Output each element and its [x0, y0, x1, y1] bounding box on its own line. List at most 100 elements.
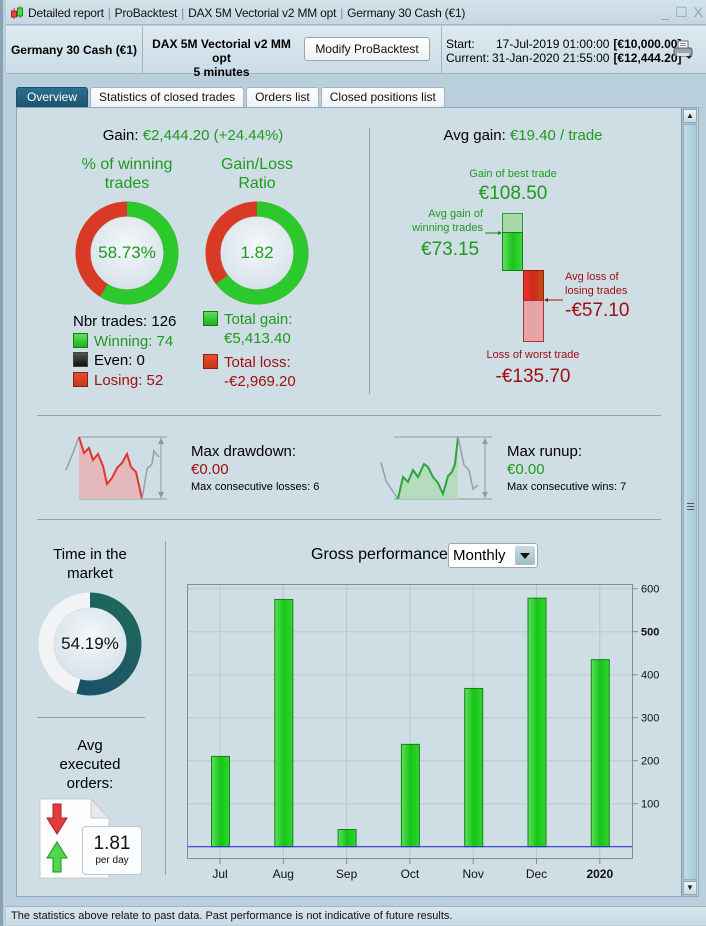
avg-orders-title-line: orders: [66, 775, 114, 792]
y-tick-label: 300 [641, 713, 659, 725]
even-count: Even: 0 [94, 352, 145, 369]
chevron-down-icon[interactable] [515, 546, 535, 565]
avg-loss-bar [523, 270, 544, 301]
avg-orders-title-line: executed [59, 756, 121, 773]
tab-statistics-closed-trades[interactable]: Statistics of closed trades [90, 87, 245, 107]
grip-icon [687, 503, 694, 510]
scroll-down-arrow[interactable]: ▼ [683, 881, 697, 895]
period-dropdown-value: Monthly [453, 547, 506, 564]
gross-performance-label: Gross performance [311, 546, 448, 563]
instrument-name: Germany 30 Cash (€1) [6, 26, 143, 74]
avg-gain-summary: Avg gain: €19.40 / trade [373, 127, 673, 144]
avg-loss-label-line: Avg loss of [565, 271, 619, 283]
start-date: 17-Jul-2019 01:00:00 [496, 37, 610, 51]
max-drawdown-label: Max drawdown: [191, 443, 297, 460]
trade-range-bars [485, 213, 563, 342]
maximize-button[interactable]: ☐ [675, 4, 688, 20]
time-in-market-title: Time in the market [37, 545, 143, 583]
chart-bar-nov [464, 687, 484, 848]
tab-orders-list[interactable]: Orders list [246, 87, 319, 107]
losing-legend-swatch [73, 371, 88, 387]
x-tick-label: Aug [273, 867, 294, 881]
chart-bar-sep [337, 829, 357, 848]
max-runup: Max runup: €0.00 Max consecutive wins: 7 [507, 443, 626, 495]
scroll-up-arrow[interactable]: ▲ [683, 109, 697, 123]
section-divider [165, 541, 166, 875]
close-button[interactable]: X [693, 4, 703, 20]
modify-probacktest-button[interactable]: Modify ProBacktest [304, 37, 430, 61]
max-runup-label: Max runup: [507, 443, 583, 460]
x-tick-label: Dec [526, 867, 547, 881]
time-in-market-title-line: market [67, 565, 113, 582]
breadcrumb-item: Germany 30 Cash (€1) [347, 6, 466, 20]
total-gain-value: €5,413.40 [224, 330, 291, 347]
period-dropdown[interactable]: Monthly [448, 543, 538, 568]
best-trade-label: Gain of best trade [469, 168, 557, 180]
section-divider [37, 415, 661, 416]
x-tick-label: Nov [463, 867, 484, 881]
total-gain-label: Total gain: [224, 311, 293, 328]
gain-arc [205, 201, 309, 305]
gain-loss-ratio-donut [205, 201, 309, 305]
max-drawdown-value: €0.00 [191, 461, 229, 478]
scrollbar-thumb[interactable] [683, 124, 697, 880]
x-tick-label: Oct [401, 867, 420, 881]
avg-win-label-line: winning trades [412, 222, 483, 234]
vertical-scrollbar[interactable]: ▲ ▼ [681, 108, 697, 896]
max-consecutive-wins: Max consecutive wins: 7 [507, 481, 627, 493]
y-tick-label: 500 [641, 627, 659, 639]
backtest-header: Germany 30 Cash (€1) DAX 5M Vectorial v2… [6, 26, 706, 79]
tab-closed-positions-list[interactable]: Closed positions list [320, 87, 445, 107]
avg-win-label-line: Avg gain of [428, 208, 483, 220]
avg-orders-title-line: Avg [77, 737, 103, 754]
section-divider [37, 717, 145, 718]
orders-per-day-box: 1.81 per day [82, 826, 142, 875]
gross-performance-chart: 100 200 300 400 500 600 Jul Aug Sep Oct Nov Dec 2020 [187, 584, 659, 881]
chart-bar-dec [527, 597, 547, 848]
title-bar: Detailed report | ProBacktest | DAX 5M Vecto… [6, 0, 706, 25]
breadcrumb-item: ProBacktest [114, 6, 178, 20]
worst-trade-label: Loss of worst trade [486, 349, 580, 361]
minimize-button[interactable]: _ [661, 4, 670, 20]
avg-win-value: €73.15 [421, 239, 480, 260]
print-icon[interactable] [672, 40, 694, 60]
candlestick-app-icon [11, 6, 23, 19]
worst-trade-bar [523, 300, 544, 342]
avg-loss-value: -€57.10 [565, 300, 630, 321]
max-drawdown: Max drawdown: €0.00 Max consecutive loss… [191, 443, 319, 495]
tab-overview[interactable]: Overview [16, 87, 89, 107]
avg-loss-label: Avg loss of losing trades [565, 270, 627, 298]
time-in-market-title-line: Time in the [53, 546, 127, 563]
disclaimer-text: The statistics above relate to past data… [11, 910, 453, 922]
gain-loss-legend: Total gain: €5,413.40 Total loss: -€2,96… [203, 310, 296, 391]
time-in-market-donut [38, 592, 142, 696]
report-tabs: Overview Statistics of closed trades Ord… [16, 87, 445, 107]
best-trade-bar [502, 213, 523, 233]
time-in-market-arc [38, 592, 142, 696]
y-tick-label: 200 [641, 756, 659, 768]
current-date: 31-Jan-2020 21:55:00 [492, 51, 610, 65]
total-loss-swatch [203, 354, 218, 369]
breadcrumb: Detailed report | ProBacktest | DAX 5M Vecto… [28, 6, 466, 20]
ratio-title-line: Gain/Loss [220, 156, 294, 173]
chart-bar-2020 [590, 659, 610, 848]
winning-title-line: trades [104, 175, 150, 192]
worst-trade-value: -€135.70 [495, 366, 571, 387]
winning-trades-donut [75, 201, 179, 305]
x-tick-label: Jul [212, 867, 227, 881]
winning-title-line: % of winning [81, 156, 173, 173]
time-in-market-value: 54.19% [61, 634, 119, 653]
breadcrumb-item: Detailed report [28, 6, 104, 20]
avg-gain-value: €19.40 / trade [509, 127, 603, 144]
winning-percent: 58.73% [98, 243, 156, 262]
gain-loss-ratio-title: Gain/Loss Ratio [195, 155, 319, 193]
gain-label: Gain: [102, 127, 139, 144]
avg-win-label: Avg gain of winning trades [408, 207, 483, 235]
total-loss-label: Total loss: [224, 354, 291, 371]
winning-count: Winning: 74 [94, 332, 174, 350]
even-legend-swatch [73, 352, 88, 367]
strategy-name: DAX 5M Vectorial v2 MM opt [152, 37, 291, 65]
disclaimer-bar: The statistics above relate to past data… [6, 906, 706, 925]
runup-illustration-icon [380, 436, 492, 500]
drawdown-illustration-icon [65, 436, 167, 500]
